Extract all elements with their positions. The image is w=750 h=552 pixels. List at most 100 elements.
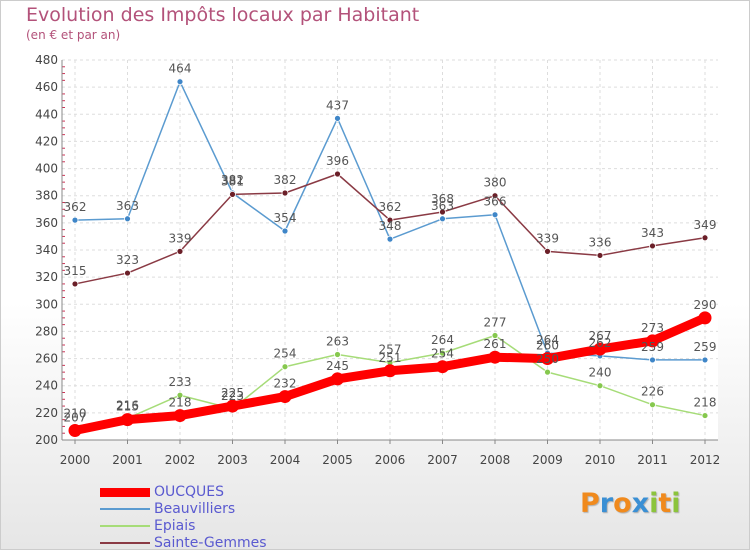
data-label: 207 bbox=[64, 411, 87, 425]
y-tick-label: 260 bbox=[35, 352, 58, 366]
data-point bbox=[334, 114, 341, 122]
data-point bbox=[596, 252, 604, 259]
data-point bbox=[439, 208, 446, 216]
data-point bbox=[701, 356, 709, 364]
data-label: 233 bbox=[169, 375, 192, 389]
logo-letter: x bbox=[631, 488, 650, 519]
data-point bbox=[701, 412, 709, 419]
data-label: 216 bbox=[116, 398, 139, 412]
data-point bbox=[649, 401, 656, 409]
legend-label: Beauvilliers bbox=[154, 501, 236, 517]
x-tick-label: 2000 bbox=[60, 453, 91, 467]
data-point bbox=[176, 391, 184, 399]
data-label: 250 bbox=[536, 352, 559, 366]
y-tick-label: 360 bbox=[35, 216, 58, 230]
data-label: 273 bbox=[641, 321, 664, 335]
data-label: 349 bbox=[694, 218, 717, 232]
legend-swatch bbox=[100, 508, 150, 510]
data-label: 226 bbox=[641, 385, 664, 399]
data-label: 218 bbox=[694, 396, 717, 410]
x-tick-label: 2011 bbox=[637, 453, 668, 467]
data-label: 260 bbox=[536, 339, 559, 353]
data-label: 259 bbox=[641, 340, 664, 354]
data-label: 257 bbox=[379, 343, 402, 357]
x-tick-label: 2007 bbox=[427, 453, 458, 467]
y-tick-label: 420 bbox=[35, 134, 58, 148]
data-label: 339 bbox=[169, 231, 192, 245]
logo-letter: r bbox=[599, 488, 614, 519]
logo-letter: t bbox=[658, 488, 672, 519]
chart-title: Evolution des Impôts locaux par Habitant bbox=[26, 4, 420, 26]
data-point bbox=[383, 364, 397, 378]
data-label: 254 bbox=[431, 347, 454, 361]
x-tick-label: 2008 bbox=[480, 453, 511, 467]
data-label: 210 bbox=[64, 406, 87, 420]
data-label: 277 bbox=[484, 316, 507, 330]
data-label: 348 bbox=[379, 219, 402, 233]
y-tick-label: 200 bbox=[35, 433, 58, 447]
data-point bbox=[331, 372, 344, 386]
data-label: 264 bbox=[431, 333, 454, 347]
logo-letter: o bbox=[613, 488, 632, 519]
legend-label: Epiais bbox=[154, 518, 196, 534]
data-label: 339 bbox=[536, 231, 559, 245]
data-point bbox=[281, 189, 289, 197]
legend-label: Sainte-Gemmes bbox=[154, 535, 267, 551]
legend-swatch bbox=[100, 542, 150, 544]
data-label: 464 bbox=[169, 62, 192, 76]
y-tick-label: 300 bbox=[35, 297, 58, 311]
data-label: 362 bbox=[379, 200, 402, 214]
logo-letter: P bbox=[580, 488, 600, 519]
data-point bbox=[386, 216, 394, 224]
data-point bbox=[71, 216, 79, 224]
data-label: 267 bbox=[589, 329, 612, 343]
data-point bbox=[334, 170, 341, 178]
data-point bbox=[439, 215, 446, 223]
x-tick-label: 2001 bbox=[112, 453, 143, 467]
data-point bbox=[488, 350, 502, 364]
data-point bbox=[649, 242, 656, 250]
data-point bbox=[646, 334, 659, 348]
data-point bbox=[176, 78, 184, 86]
data-label: 232 bbox=[274, 377, 297, 391]
data-point bbox=[544, 368, 551, 376]
chart-subtitle: (en € et par an) bbox=[26, 28, 121, 42]
data-point bbox=[278, 390, 292, 404]
data-label: 218 bbox=[169, 396, 192, 410]
data-label: 245 bbox=[326, 359, 349, 373]
data-label: 366 bbox=[484, 195, 507, 209]
data-label: 396 bbox=[326, 154, 349, 168]
legend-swatch bbox=[100, 487, 150, 497]
data-label: 264 bbox=[536, 333, 559, 347]
data-point bbox=[124, 269, 131, 277]
data-point bbox=[491, 211, 499, 219]
data-point bbox=[491, 192, 499, 200]
y-tick-label: 400 bbox=[35, 162, 58, 176]
data-label: 290 bbox=[694, 298, 717, 312]
data-point bbox=[121, 413, 134, 427]
data-point bbox=[541, 352, 554, 366]
data-label: 261 bbox=[484, 337, 507, 351]
data-label: 381 bbox=[221, 174, 244, 188]
y-tick-label: 220 bbox=[35, 406, 58, 420]
data-label: 354 bbox=[274, 211, 297, 225]
x-tick-label: 2005 bbox=[322, 453, 353, 467]
logo-letter: i bbox=[671, 488, 681, 519]
data-label: 437 bbox=[326, 98, 349, 112]
data-point bbox=[439, 349, 446, 357]
y-tick-label: 280 bbox=[35, 324, 58, 338]
data-point bbox=[334, 351, 341, 358]
y-tick-label: 380 bbox=[35, 189, 58, 203]
y-tick-label: 440 bbox=[35, 107, 58, 121]
data-point bbox=[544, 247, 551, 255]
x-tick-label: 2006 bbox=[375, 453, 406, 467]
data-point bbox=[596, 382, 604, 390]
proxiti-logo: Proxiti bbox=[580, 488, 681, 519]
y-tick-label: 320 bbox=[35, 270, 58, 284]
y-tick-label: 340 bbox=[35, 243, 58, 257]
logo-letter: i bbox=[649, 488, 659, 519]
data-point bbox=[176, 247, 184, 255]
data-label: 225 bbox=[221, 386, 244, 400]
data-label: 368 bbox=[431, 192, 454, 206]
